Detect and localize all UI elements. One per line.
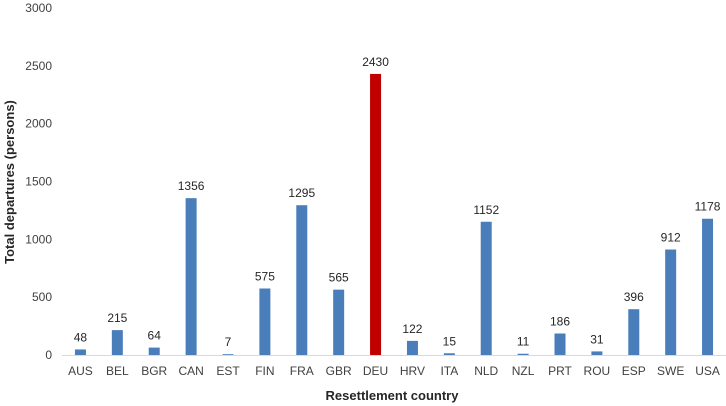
data-label-bgr: 64 (148, 329, 162, 343)
y-tick-label: 3000 (25, 1, 52, 15)
data-label-nld: 1152 (473, 203, 499, 217)
data-label-usa: 1178 (695, 200, 721, 214)
x-axis-title: Resettlement country (326, 388, 460, 403)
bar-ita (443, 353, 455, 355)
bar-est (222, 354, 234, 355)
data-label-swe: 912 (661, 231, 681, 245)
bar-bgr (148, 347, 160, 355)
x-tick-label-aus: AUS (68, 364, 93, 378)
y-tick-label: 1000 (25, 232, 52, 246)
data-label-rou: 31 (590, 332, 604, 346)
bar-rou (591, 351, 603, 355)
x-tick-label-est: EST (216, 364, 240, 378)
x-axis: AUS BEL BGR CAN EST FIN FRA GBR DEU HRV ITA NLD NZL P… (62, 355, 726, 378)
bar-fin (259, 288, 271, 355)
x-tick-label-ita: ITA (440, 364, 458, 378)
bar-fra (296, 205, 308, 355)
bar-nld (480, 221, 492, 355)
bar-usa (702, 218, 714, 355)
x-tick-label-hrv: HRV (400, 364, 425, 378)
data-label-can: 1356 (178, 179, 205, 193)
data-label-est: 7 (225, 335, 232, 349)
x-tick-label-rou: ROU (584, 364, 611, 378)
data-label-aus: 48 (74, 330, 88, 344)
x-tick-label-bgr: BGR (141, 364, 167, 378)
data-label-bel: 215 (107, 311, 127, 325)
bar-swe (665, 249, 677, 355)
bar-nzl (517, 353, 529, 355)
bar-bel (111, 330, 123, 355)
bar-aus (74, 349, 86, 355)
x-tick-label-esp: ESP (622, 364, 646, 378)
data-label-fra: 1295 (288, 186, 315, 200)
bar-esp (628, 309, 640, 355)
x-tick-label-fin: FIN (255, 364, 274, 378)
data-label-esp: 396 (624, 290, 644, 304)
data-label-hrv: 122 (402, 322, 422, 336)
x-tick-label-bel: BEL (106, 364, 129, 378)
bar-gbr (333, 289, 345, 355)
data-labels: 48 215 64 1356 7 575 1295 565 2430 122 15 1152 11 186… (74, 55, 721, 349)
x-tick-label-fra: FRA (290, 364, 314, 378)
y-tick-label: 1500 (25, 175, 52, 189)
x-tick-label-swe: SWE (657, 364, 684, 378)
bars (74, 73, 714, 356)
bar-can (185, 198, 197, 355)
data-label-nzl: 11 (517, 335, 530, 349)
y-tick-label: 2000 (25, 117, 52, 131)
y-tick-label: 0 (45, 348, 52, 362)
bar-hrv (406, 340, 418, 355)
x-tick-label-prt: PRT (548, 364, 572, 378)
y-axis-title: Total departures (persons) (2, 100, 17, 264)
bar-prt (554, 333, 566, 355)
data-label-prt: 186 (550, 314, 570, 328)
x-tick-label-usa: USA (695, 364, 720, 378)
x-tick-label-can: CAN (178, 364, 203, 378)
y-axis: 0 500 1000 1500 2000 2500 3000 (25, 1, 52, 362)
data-label-deu: 2430 (362, 55, 389, 69)
y-tick-label: 2500 (25, 59, 52, 73)
data-label-fin: 575 (255, 269, 275, 283)
data-label-ita: 15 (443, 334, 457, 348)
x-tick-label-nzl: NZL (512, 364, 535, 378)
y-tick-label: 500 (32, 290, 52, 304)
x-tick-label-nld: NLD (474, 364, 498, 378)
x-tick-label-gbr: GBR (326, 364, 352, 378)
bar-deu (370, 73, 382, 356)
data-label-gbr: 565 (329, 271, 349, 285)
x-tick-label-deu: DEU (363, 364, 388, 378)
